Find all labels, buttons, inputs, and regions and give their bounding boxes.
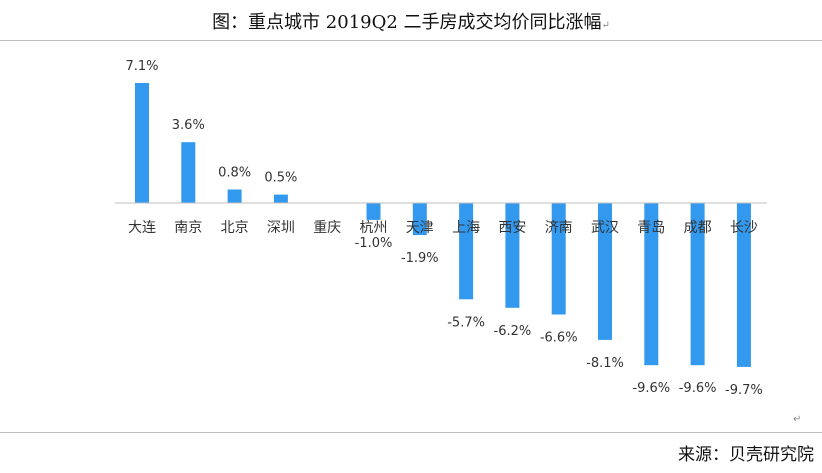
bar bbox=[181, 142, 196, 203]
bar bbox=[736, 203, 751, 367]
data-label: -6.2% bbox=[494, 324, 532, 339]
category-label: 长沙 bbox=[730, 220, 758, 236]
bar bbox=[227, 189, 242, 203]
bar bbox=[598, 203, 612, 340]
data-label: 0.8% bbox=[218, 166, 251, 181]
chart-title: 图：重点城市 2019Q2 二手房成交均价同比涨幅↵ bbox=[0, 8, 822, 34]
bars-group bbox=[135, 83, 751, 367]
data-label: -8.1% bbox=[586, 356, 624, 371]
top-divider bbox=[0, 40, 822, 41]
category-label: 北京 bbox=[221, 220, 249, 236]
bar bbox=[366, 203, 381, 220]
data-label: -9.6% bbox=[632, 381, 670, 396]
data-label: -6.6% bbox=[540, 331, 578, 346]
category-label: 重庆 bbox=[313, 220, 341, 236]
data-label: 3.6% bbox=[172, 118, 205, 133]
bar bbox=[459, 203, 474, 300]
data-label: -9.6% bbox=[679, 381, 717, 396]
chart-title-text: 图：重点城市 2019Q2 二手房成交均价同比涨幅 bbox=[212, 12, 602, 33]
category-label: 西安 bbox=[498, 220, 526, 236]
category-label: 深圳 bbox=[267, 220, 295, 236]
category-label: 武汉 bbox=[591, 220, 619, 236]
category-label: 天津 bbox=[406, 220, 434, 236]
category-labels-group: 大连 南京 北京 深圳 重庆 杭州 天津 上海 西安 济南 武汉 青岛 成都 长沙 bbox=[128, 220, 758, 236]
category-label: 成都 bbox=[684, 220, 712, 236]
data-label: -5.7% bbox=[447, 315, 485, 330]
bar bbox=[135, 83, 149, 203]
category-label: 南京 bbox=[174, 220, 202, 236]
data-label: -1.0% bbox=[355, 236, 393, 251]
bar bbox=[551, 203, 566, 315]
value-labels-group: 7.1% 3.6% 0.8% 0.5% -1.0% -1.9% -5.7% -6.2% -6.6… bbox=[125, 59, 762, 398]
data-label: 7.1% bbox=[125, 59, 158, 74]
data-label: 0.5% bbox=[264, 171, 297, 186]
bottom-divider bbox=[0, 432, 822, 433]
bar bbox=[505, 203, 520, 308]
paragraph-mark-icon: ↵ bbox=[601, 20, 610, 31]
data-label: -9.7% bbox=[725, 383, 763, 398]
category-label: 上海 bbox=[452, 220, 480, 236]
category-label: 杭州 bbox=[360, 220, 388, 236]
bar bbox=[273, 194, 288, 203]
category-label: 青岛 bbox=[637, 220, 665, 236]
bar bbox=[690, 203, 705, 366]
bar bbox=[412, 203, 427, 236]
bar bbox=[644, 203, 659, 366]
paragraph-mark-icon: ↵ bbox=[793, 414, 802, 425]
source-note: 来源：贝壳研究院 bbox=[678, 445, 814, 465]
data-label: -1.9% bbox=[401, 251, 439, 266]
category-label: 大连 bbox=[128, 220, 156, 236]
category-label: 济南 bbox=[545, 220, 573, 236]
